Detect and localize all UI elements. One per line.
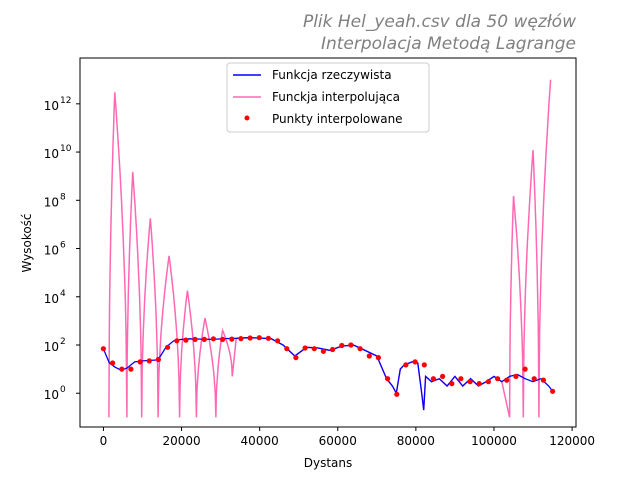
x-tick-label: 80000 [397, 434, 435, 448]
interpolation-point [522, 366, 528, 372]
x-tick-label: 100000 [471, 434, 517, 448]
interpolation-point [357, 346, 363, 352]
interpolation-point [110, 360, 116, 366]
interpolation-point [348, 342, 354, 348]
interpolation-point [467, 379, 473, 385]
chart-title-line-1: Plik Hel_yeah.csv dla 50 węzłów [303, 12, 576, 32]
interpolation-point [458, 376, 464, 382]
interpolation-point [394, 391, 400, 397]
y-tick-label: 10 [44, 244, 59, 258]
interpolation-point [229, 336, 235, 342]
interpolation-point [220, 336, 226, 342]
interpolation-point [385, 376, 391, 382]
legend-marker-points [244, 115, 250, 121]
interpolation-point [339, 342, 345, 349]
interpolation-point [183, 337, 189, 343]
y-tick-exponent: 4 [60, 289, 66, 299]
interpolation-point [128, 366, 134, 372]
x-tick-label: 0 [100, 434, 108, 448]
interpolation-point [100, 346, 106, 352]
interpolation-point [476, 381, 482, 387]
y-tick-exponent: 6 [60, 241, 66, 251]
interpolation-point [540, 377, 547, 383]
interpolation-point [192, 336, 198, 342]
interpolation-point [174, 338, 180, 344]
y-axis-label: Wysokość [20, 213, 34, 272]
legend-label-points: Punkty interpolowane [272, 112, 403, 126]
legend: Funkcja rzeczywista Funckja interpolując… [226, 62, 430, 133]
interpolation-point [485, 379, 491, 385]
interpolation-point [137, 359, 143, 365]
y-tick-label: 10 [44, 388, 59, 402]
interpolation-point [449, 381, 455, 387]
interpolation-point [238, 336, 244, 342]
legend-box [226, 62, 430, 133]
x-tick-label: 20000 [162, 434, 200, 448]
interpolation-point [201, 336, 207, 342]
interpolation-point [403, 362, 409, 368]
y-tick-exponent: 2 [60, 337, 66, 347]
interpolation-point [421, 362, 427, 368]
y-tick-label: 10 [44, 195, 59, 209]
interpolation-point [284, 346, 290, 352]
interpolation-point [165, 344, 171, 350]
interpolation-point [302, 345, 308, 351]
interpolation-point [531, 376, 537, 382]
y-tick-label: 10 [44, 99, 59, 113]
y-tick-label: 10 [44, 147, 59, 161]
interpolation-point [320, 348, 326, 354]
interpolation-point [210, 336, 216, 342]
plot-frame [79, 57, 577, 428]
x-tick-label: 120000 [549, 434, 595, 448]
interpolation-point [366, 353, 372, 359]
interpolation-point [256, 335, 262, 341]
interpolation-point [412, 359, 418, 365]
interpolation-point [293, 355, 299, 361]
series-interpolating-function [108, 79, 552, 418]
interpolation-point [155, 356, 161, 363]
series-real-function [102, 337, 554, 411]
interpolation-point [119, 366, 125, 372]
y-tick-exponent: 0 [60, 385, 66, 395]
interpolation-point [311, 346, 317, 352]
legend-label-interp: Funckja interpolująca [272, 90, 400, 104]
interpolation-point [146, 358, 152, 364]
chart-title-line-2: Interpolacja Metodą Lagrange [321, 34, 576, 54]
interpolation-point [495, 376, 501, 382]
interpolation-point [265, 335, 271, 341]
x-tick-label: 40000 [241, 434, 279, 448]
y-tick-exponent: 12 [60, 96, 71, 106]
x-tick-label: 60000 [319, 434, 357, 448]
interpolation-point [550, 388, 556, 394]
y-tick-exponent: 8 [60, 192, 66, 202]
interpolation-point [504, 377, 510, 383]
y-tick-exponent: 10 [60, 144, 72, 154]
interpolation-point [247, 335, 253, 341]
interpolation-point [440, 373, 446, 379]
interpolation-point [275, 338, 281, 344]
interpolation-point [330, 346, 336, 353]
y-tick-label: 10 [44, 292, 59, 306]
interpolation-point [513, 373, 519, 379]
y-tick-label: 10 [44, 340, 59, 354]
interpolation-point [375, 355, 381, 361]
legend-label-real: Funkcja rzeczywista [272, 68, 392, 82]
x-axis-label: Dystans [304, 456, 353, 470]
interpolation-point [430, 376, 436, 382]
